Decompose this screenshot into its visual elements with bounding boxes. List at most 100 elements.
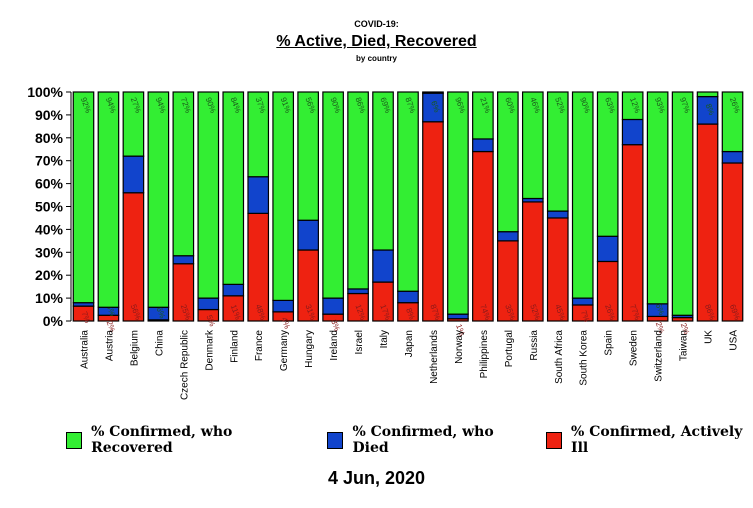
x-tick-label: Switzerland — [654, 330, 665, 382]
bar-segment — [721, 150, 744, 164]
x-tick-label: Russia — [529, 330, 540, 361]
data-label: 1% — [454, 323, 466, 337]
bar-segment — [122, 91, 145, 157]
y-tick-label: 50% — [35, 199, 64, 215]
bar-segment — [671, 91, 694, 316]
chart-legend: % Confirmed, who Recovered % Confirmed, … — [66, 424, 753, 456]
x-tick-label: Netherlands — [429, 330, 440, 384]
x-tick-label: France — [254, 330, 265, 362]
bar-groups: 7%92%2%4%94%56%27%6%94%25%72%5%90%11%84%… — [72, 91, 744, 337]
data-label: 8% — [704, 102, 716, 116]
bar-segment — [546, 210, 569, 219]
x-tick-label: Spain — [604, 330, 615, 356]
chart-title: % Active, Died, Recovered — [276, 33, 477, 50]
legend-swatch-active — [545, 431, 563, 449]
x-tick-label: UK — [704, 330, 715, 344]
bar-segment — [297, 91, 319, 221]
stacked-bar-chart: 0%10%20%30%40%50%60%70%80%90%100% 7%92%2… — [27, 84, 744, 400]
legend-item-active: % Confirmed, Actively Ill — [545, 424, 753, 456]
bar-segment — [721, 91, 744, 153]
x-tick-label: Portugal — [504, 330, 515, 367]
bar-segment — [621, 91, 644, 121]
bar-segment — [197, 297, 220, 311]
bar-segment — [197, 91, 220, 299]
x-axis: Australia Austria Belgium China Czech Republ… — [79, 329, 739, 400]
bar-segment — [521, 91, 544, 200]
data-label: 3% — [329, 318, 341, 332]
legend-swatch-recovered — [66, 431, 83, 449]
bar-segment — [322, 91, 344, 299]
bar-segment — [147, 91, 170, 308]
y-tick-label: 60% — [35, 176, 64, 192]
bar-segment — [272, 91, 295, 301]
y-tick-label: 10% — [35, 290, 64, 306]
x-tick-label: Sweden — [629, 330, 640, 366]
bar-segment — [447, 91, 469, 315]
y-tick-label: 40% — [35, 221, 64, 237]
x-tick-label: South Korea — [579, 330, 590, 386]
data-label: 2% — [654, 321, 666, 335]
bar-segment — [646, 91, 669, 305]
data-label: 6% — [429, 100, 441, 114]
bar-segment — [646, 315, 669, 322]
bar-segment — [546, 91, 569, 212]
bar-segment — [372, 249, 394, 283]
data-label: 5% — [204, 314, 216, 328]
bar-segment — [422, 91, 444, 94]
y-tick-label: 100% — [27, 84, 63, 100]
bar-segment — [696, 123, 719, 322]
x-tick-label: Australia — [79, 330, 90, 369]
bar-segment — [497, 91, 519, 233]
y-axis: 0% 10% 20% 30% 40% 50% 60% 70% 80% 90% 100% — [27, 84, 72, 329]
x-tick-label: Czech Republic — [179, 330, 190, 400]
y-tick-label: 70% — [35, 153, 64, 169]
bar-segment — [97, 91, 120, 308]
x-tick-label: South Africa — [554, 330, 565, 384]
bar-segment — [122, 192, 145, 322]
x-tick-label: Philippines — [479, 330, 490, 378]
bar-segment — [297, 219, 319, 251]
bar-segment — [571, 91, 594, 299]
bar-segment — [721, 162, 744, 322]
x-tick-label: China — [154, 330, 165, 357]
legend-item-recovered: % Confirmed, who Recovered — [66, 424, 305, 456]
bar-segment — [447, 313, 469, 320]
data-label: 7% — [80, 310, 92, 324]
data-label: 6% — [155, 306, 167, 320]
chart-date: 4 Jun, 2020 — [327, 468, 426, 488]
bar-segment — [497, 231, 519, 242]
bar-segment — [596, 235, 619, 263]
data-label: 8% — [404, 307, 416, 321]
bar-segment — [247, 91, 270, 178]
y-tick-label: 80% — [35, 130, 64, 146]
x-tick-label: Italy — [379, 330, 390, 348]
bar-segment — [222, 91, 245, 285]
x-tick-label: Israel — [354, 330, 365, 354]
bar-segment — [347, 288, 369, 295]
bar-segment — [422, 121, 444, 322]
legend-label-died: % Confirmed, who Died — [352, 424, 494, 456]
bar-segment — [222, 283, 245, 297]
bar-segment — [122, 155, 145, 194]
bar-segment — [521, 201, 544, 322]
y-tick-label: 20% — [35, 267, 64, 283]
bar-segment — [272, 299, 295, 313]
y-tick-label: 90% — [35, 107, 64, 123]
bar-segment — [472, 150, 494, 322]
data-label: 4% — [279, 316, 291, 330]
legend-item-died: % Confirmed, who Died — [327, 424, 524, 456]
bar-segment — [472, 138, 494, 153]
x-tick-label: USA — [729, 330, 740, 351]
bar-segment — [621, 144, 644, 322]
bar-segment — [621, 118, 644, 146]
chart-subtitle: by country — [356, 54, 397, 63]
x-tick-label: Germany — [279, 330, 290, 371]
x-tick-label: Norway — [454, 330, 465, 364]
bar-segment — [322, 297, 344, 315]
y-tick-label: 0% — [43, 313, 64, 329]
x-tick-label: Denmark — [204, 329, 215, 371]
x-tick-label: Taiwan — [679, 330, 690, 361]
bar-segment — [596, 91, 619, 237]
bar-segment — [172, 255, 195, 265]
bar-segment — [172, 91, 195, 257]
